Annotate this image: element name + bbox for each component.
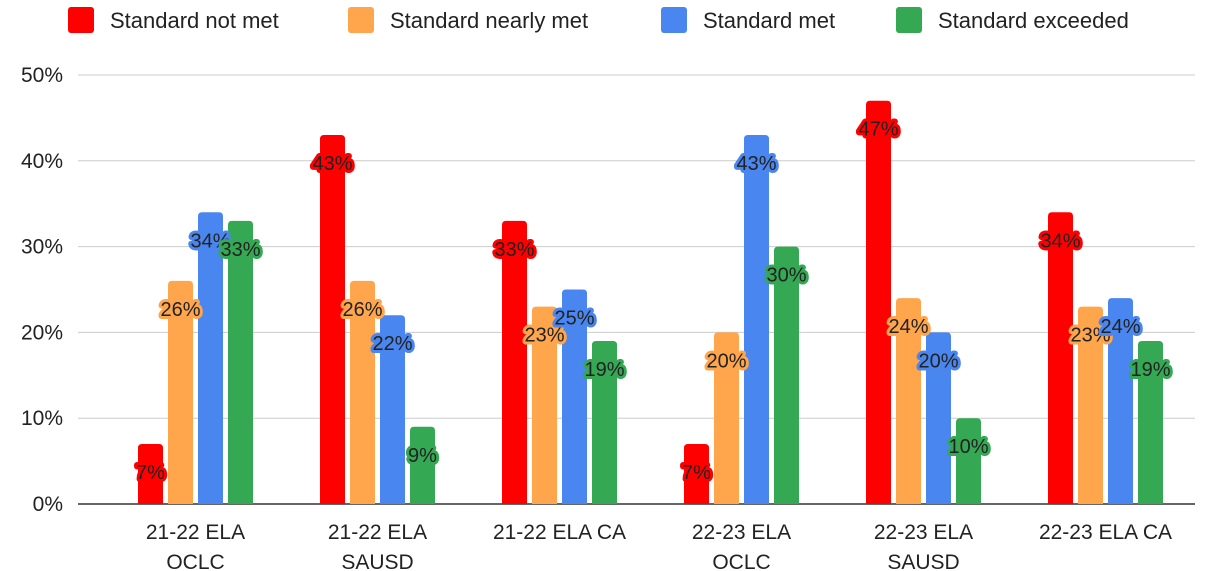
legend-swatch: [661, 7, 687, 33]
data-label: 26%: [342, 299, 382, 321]
bar: [714, 332, 739, 504]
bar: [744, 135, 769, 504]
data-label: 7%: [682, 462, 711, 484]
bar: [1078, 306, 1103, 504]
bar: [138, 443, 163, 504]
gridlines: [78, 74, 1195, 505]
x-category-label: 22-23 ELA CA: [1039, 521, 1172, 544]
data-label: 20%: [918, 350, 958, 372]
y-tick-label: 20%: [21, 321, 63, 344]
y-tick-label: 30%: [21, 236, 63, 259]
bar: [198, 212, 223, 504]
data-label: 24%: [1100, 316, 1140, 338]
data-label: 25%: [554, 308, 594, 330]
legend-swatch: [896, 7, 922, 33]
bar: [410, 426, 435, 504]
x-category-label: OCLC: [166, 551, 224, 571]
data-label: 30%: [766, 265, 806, 287]
x-category-label: 21-22 ELA: [146, 521, 245, 544]
bar: [956, 418, 981, 504]
bar: [532, 306, 557, 504]
data-labels: 7%43%33%7%47%34%26% 26%23%20%24% 23%34%22%…: [133, 116, 1174, 487]
data-label: 23%: [1070, 325, 1110, 347]
y-tick-label: 0%: [33, 493, 63, 516]
bars: [138, 100, 1163, 505]
bar: [1048, 212, 1073, 504]
x-category-label: 22-23 ELA: [874, 521, 973, 544]
legend-label: Standard met: [703, 8, 835, 33]
data-label: 7%: [136, 462, 165, 484]
bar: [1138, 340, 1163, 504]
bar: [502, 220, 527, 505]
bar: [684, 443, 709, 504]
bar: [320, 135, 345, 504]
legend-label: Standard not met: [110, 8, 279, 33]
data-label: 9%: [408, 445, 437, 467]
x-category-label: OCLC: [712, 551, 770, 571]
bar: [926, 332, 951, 504]
data-label: 33%: [220, 239, 260, 261]
y-axis-ticks: 0% 10% 20% 30% 40% 50%: [21, 64, 63, 516]
data-label: 19%: [1130, 359, 1170, 381]
legend-swatch: [348, 7, 374, 33]
bar: [380, 315, 405, 504]
y-tick-label: 40%: [21, 150, 63, 173]
x-category-label: SAUSD: [887, 551, 959, 571]
data-label: 47%: [858, 119, 898, 141]
legend: Standard not met Standard nearly met Stand…: [68, 7, 1129, 33]
legend-label: Standard nearly met: [390, 8, 588, 33]
data-label: 24%: [888, 316, 928, 338]
data-label: 23%: [524, 325, 564, 347]
legend-label: Standard exceeded: [938, 8, 1129, 33]
x-category-label: 21-22 ELA: [328, 521, 427, 544]
bar: [168, 280, 193, 504]
data-label: 34%: [1040, 230, 1080, 252]
bar: [896, 298, 921, 504]
data-label: 10%: [948, 436, 988, 458]
data-label: 43%: [736, 153, 776, 175]
y-tick-label: 10%: [21, 407, 63, 430]
bar: [1108, 298, 1133, 504]
data-label: 19%: [584, 359, 624, 381]
bar: [350, 280, 375, 504]
data-label: 20%: [706, 350, 746, 372]
x-category-label: SAUSD: [341, 551, 413, 571]
x-axis-categories: 21-22 ELA OCLC 21-22 ELA SAUSD 21-22 ELA CA 2…: [146, 521, 1172, 571]
data-label: 22%: [372, 333, 412, 355]
bar: [592, 340, 617, 504]
y-tick-label: 50%: [21, 64, 63, 87]
bar: [228, 220, 253, 505]
bar: [774, 246, 799, 504]
data-label: 34%: [190, 230, 230, 252]
x-category-label: 22-23 ELA: [692, 521, 791, 544]
legend-swatch: [68, 7, 94, 33]
bar: [866, 100, 891, 505]
bar: [562, 289, 587, 504]
data-label: 26%: [160, 299, 200, 321]
x-category-label: 21-22 ELA CA: [493, 521, 626, 544]
data-label: 43%: [312, 153, 352, 175]
data-label: 33%: [494, 239, 534, 261]
